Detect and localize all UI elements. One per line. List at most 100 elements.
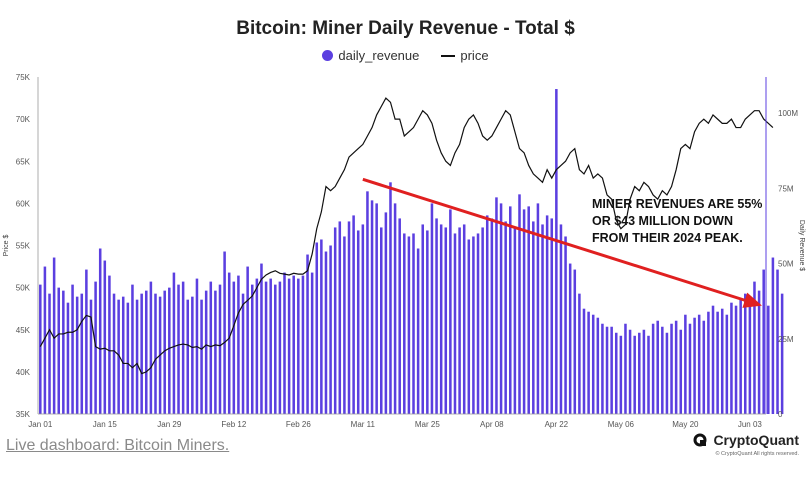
revenue-bar[interactable] <box>310 272 314 414</box>
revenue-bar[interactable] <box>485 215 489 414</box>
price-line[interactable] <box>39 97 774 375</box>
revenue-bar[interactable] <box>780 293 784 414</box>
revenue-bar[interactable] <box>347 221 351 414</box>
revenue-bar[interactable] <box>393 203 397 415</box>
revenue-bar[interactable] <box>232 281 236 414</box>
revenue-bar[interactable] <box>591 314 595 414</box>
revenue-bar[interactable] <box>467 239 471 414</box>
revenue-bar[interactable] <box>66 302 70 414</box>
revenue-bar[interactable] <box>638 332 641 414</box>
revenue-bar[interactable] <box>656 320 659 414</box>
revenue-bar[interactable] <box>269 278 272 414</box>
revenue-bar[interactable] <box>628 329 632 414</box>
revenue-bar[interactable] <box>333 227 337 414</box>
revenue-bar[interactable] <box>112 293 116 414</box>
revenue-bar[interactable] <box>684 314 687 414</box>
revenue-bar[interactable] <box>767 305 770 414</box>
revenue-bar[interactable] <box>647 335 650 414</box>
revenue-bar[interactable] <box>771 257 775 414</box>
revenue-bar[interactable] <box>614 332 618 414</box>
revenue-bar[interactable] <box>241 293 245 414</box>
revenue-bar[interactable] <box>430 203 434 415</box>
revenue-bar[interactable] <box>564 236 567 414</box>
revenue-bar[interactable] <box>624 323 627 414</box>
revenue-bar[interactable] <box>98 248 102 414</box>
revenue-bar[interactable] <box>403 233 406 414</box>
revenue-bar[interactable] <box>670 323 673 414</box>
revenue-bar[interactable] <box>679 329 683 414</box>
revenue-bar[interactable] <box>135 299 139 414</box>
revenue-bar[interactable] <box>85 269 88 414</box>
revenue-bar[interactable] <box>522 209 526 414</box>
revenue-bar[interactable] <box>449 209 452 414</box>
live-dashboard-link[interactable]: Live dashboard: Bitcoin Miners. <box>6 437 230 454</box>
revenue-bar[interactable] <box>315 242 319 414</box>
revenue-bar[interactable] <box>642 329 646 414</box>
revenue-bar[interactable] <box>757 290 761 414</box>
legend-item-price[interactable]: price <box>441 48 489 63</box>
revenue-bar[interactable] <box>734 305 738 414</box>
revenue-bar[interactable] <box>209 281 213 414</box>
revenue-bar[interactable] <box>421 224 424 414</box>
revenue-bar[interactable] <box>439 224 443 414</box>
revenue-bar[interactable] <box>352 215 355 414</box>
revenue-bar[interactable] <box>172 272 176 414</box>
revenue-bar[interactable] <box>458 227 461 414</box>
revenue-bar[interactable] <box>62 290 65 414</box>
revenue-bar[interactable] <box>435 218 438 414</box>
revenue-bar[interactable] <box>131 284 134 414</box>
revenue-bar[interactable] <box>555 89 558 414</box>
revenue-bar[interactable] <box>462 224 466 414</box>
revenue-bar[interactable] <box>545 215 549 414</box>
revenue-bar[interactable] <box>605 326 609 414</box>
revenue-bar[interactable] <box>80 293 84 414</box>
revenue-bar[interactable] <box>356 230 360 414</box>
revenue-bar[interactable] <box>200 299 203 414</box>
revenue-bar[interactable] <box>490 218 494 414</box>
revenue-bar[interactable] <box>693 317 696 414</box>
revenue-bar[interactable] <box>661 326 664 414</box>
revenue-bar[interactable] <box>744 293 747 414</box>
revenue-bar[interactable] <box>753 281 756 414</box>
revenue-bar[interactable] <box>444 227 448 414</box>
revenue-bar[interactable] <box>177 284 180 414</box>
revenue-bar[interactable] <box>250 284 254 414</box>
revenue-bar[interactable] <box>223 251 226 414</box>
revenue-bar[interactable] <box>121 296 125 414</box>
revenue-bar[interactable] <box>587 311 590 414</box>
revenue-bar[interactable] <box>541 224 544 414</box>
revenue-bar[interactable] <box>287 278 291 414</box>
revenue-bar[interactable] <box>204 290 208 414</box>
revenue-bar[interactable] <box>292 275 295 414</box>
revenue-bar[interactable] <box>94 281 97 414</box>
revenue-bar[interactable] <box>264 281 268 414</box>
revenue-bar[interactable] <box>126 302 130 414</box>
revenue-bar[interactable] <box>278 281 282 414</box>
revenue-bar[interactable] <box>601 323 604 414</box>
revenue-bar[interactable] <box>140 293 143 414</box>
revenue-bar[interactable] <box>89 299 93 414</box>
revenue-bar[interactable] <box>103 260 107 414</box>
revenue-bar[interactable] <box>260 263 263 414</box>
revenue-bar[interactable] <box>527 206 530 414</box>
revenue-bar[interactable] <box>329 245 332 415</box>
revenue-bar[interactable] <box>48 293 51 414</box>
revenue-bar[interactable] <box>730 302 733 414</box>
revenue-bar[interactable] <box>384 212 388 414</box>
revenue-bar[interactable] <box>578 293 581 414</box>
revenue-bar[interactable] <box>52 257 56 414</box>
revenue-bar[interactable] <box>306 254 309 414</box>
revenue-bar[interactable] <box>725 314 729 414</box>
revenue-bar[interactable] <box>237 275 240 414</box>
revenue-bar[interactable] <box>509 206 512 414</box>
revenue-bar[interactable] <box>186 299 190 414</box>
revenue-bar[interactable] <box>711 305 715 414</box>
revenue-bar[interactable] <box>476 233 480 414</box>
revenue-bar[interactable] <box>481 227 484 414</box>
revenue-bar[interactable] <box>513 227 517 414</box>
legend-item-revenue[interactable]: daily_revenue <box>322 48 419 63</box>
revenue-bar[interactable] <box>343 236 346 414</box>
revenue-bar[interactable] <box>499 203 503 415</box>
revenue-bar[interactable] <box>398 218 401 414</box>
revenue-bar[interactable] <box>380 227 383 414</box>
